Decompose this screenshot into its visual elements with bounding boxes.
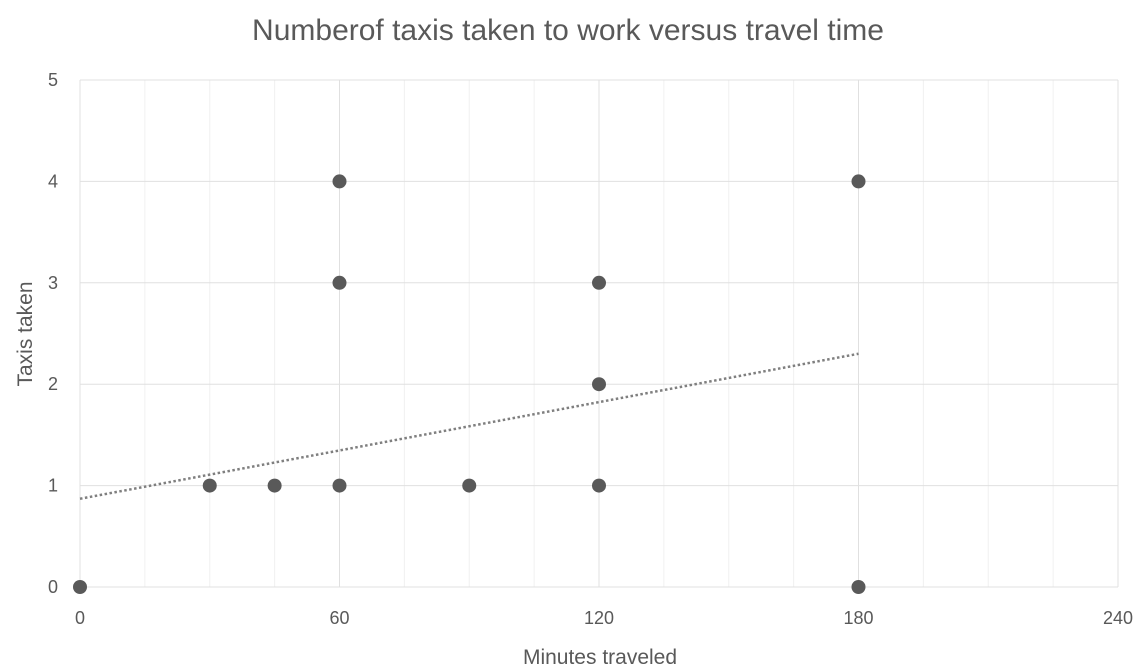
data-point (332, 478, 347, 493)
data-point (592, 478, 606, 493)
x-tick-label: 180 (843, 608, 873, 628)
y-tick-label: 3 (48, 273, 58, 293)
data-point (592, 377, 606, 392)
data-point (462, 478, 477, 493)
y-tick-label: 1 (48, 476, 58, 496)
data-point (267, 478, 282, 493)
data-points (73, 174, 866, 594)
x-tick-label: 120 (584, 608, 614, 628)
y-axis-title: Taxis taken (14, 281, 37, 386)
x-tick-label: 240 (1103, 608, 1133, 628)
data-point (851, 174, 866, 189)
y-tick-label: 2 (48, 374, 58, 394)
x-axis-title: Minutes traveled (523, 646, 677, 666)
y-tick-labels: 0 1 2 3 4 5 (48, 70, 58, 597)
x-tick-label: 0 (75, 608, 85, 628)
data-point (73, 580, 87, 594)
data-point (202, 478, 217, 493)
data-point (332, 275, 347, 290)
y-tick-label: 5 (48, 70, 58, 90)
trendline (79, 352, 859, 501)
data-point (851, 580, 866, 594)
chart-title: Numberof taxis taken to work versus trav… (252, 14, 884, 47)
data-point (592, 275, 606, 290)
data-point (332, 174, 347, 189)
grid-lines (79, 79, 1119, 588)
y-tick-label: 0 (48, 577, 58, 597)
x-tick-label: 60 (329, 608, 349, 628)
trendline-group (79, 352, 859, 501)
y-tick-label: 4 (48, 171, 58, 191)
x-tick-labels: 0 60 120 180 240 (75, 608, 1133, 628)
